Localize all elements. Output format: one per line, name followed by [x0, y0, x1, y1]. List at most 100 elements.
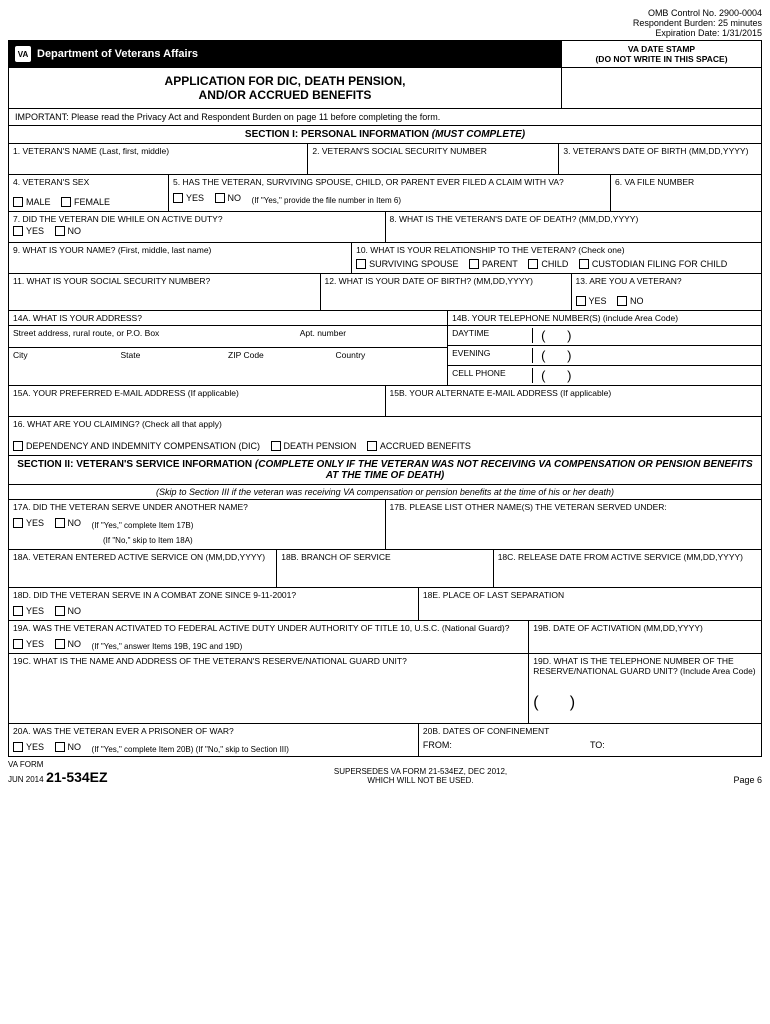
row-16: 16. WHAT ARE YOU CLAIMING? (Check all th…	[8, 417, 762, 456]
va-form-label: VA FORM	[8, 760, 43, 769]
checkbox-q17a-no[interactable]: NO	[55, 518, 82, 528]
phone-cell-input[interactable]: ( )	[532, 368, 571, 383]
row-14: 14A. WHAT IS YOUR ADDRESS? Street addres…	[8, 311, 762, 386]
checkbox-custodian[interactable]: CUSTODIAN FILING FOR CHILD	[579, 259, 727, 269]
row-11-13: 11. WHAT IS YOUR SOCIAL SECURITY NUMBER?…	[8, 274, 762, 311]
phone-evening-input[interactable]: ( )	[532, 348, 571, 363]
field-veteran-ssn[interactable]: 2. VETERAN'S SOCIAL SECURITY NUMBER	[308, 144, 559, 174]
field-die-active-duty: 7. DID THE VETERAN DIE WHILE ON ACTIVE D…	[9, 212, 386, 242]
field-claiming: 16. WHAT ARE YOU CLAIMING? (Check all th…	[9, 417, 761, 455]
phone-daytime-label: DAYTIME	[452, 328, 532, 343]
field-activation-date[interactable]: 19B. DATE OF ACTIVATION (MM,DD,YYYY)	[529, 621, 761, 653]
field-confinement[interactable]: 20B. DATES OF CONFINEMENT FROM: TO:	[419, 724, 761, 756]
checkbox-q18d-yes[interactable]: YES	[13, 606, 44, 616]
field-veteran-name[interactable]: 1. VETERAN'S NAME (Last, first, middle)	[9, 144, 308, 174]
title-row: APPLICATION FOR DIC, DEATH PENSION, AND/…	[8, 68, 762, 109]
field-pow: 20A. WAS THE VETERAN EVER A PRISONER OF …	[9, 724, 419, 756]
page-number: Page 6	[733, 775, 762, 785]
title-line2: AND/OR ACCRUED BENEFITS	[15, 88, 555, 102]
form-date: JUN 2014	[8, 775, 44, 784]
addr-apt-label: Apt. number	[300, 328, 443, 345]
field-date-of-death[interactable]: 8. WHAT IS THE VETERAN'S DATE OF DEATH? …	[386, 212, 762, 242]
q17a-yes-hint: (If "Yes," complete Item 17B)	[92, 521, 194, 530]
checkbox-parent[interactable]: PARENT	[469, 259, 518, 269]
section2-header: SECTION II: VETERAN'S SERVICE INFORMATIO…	[8, 456, 762, 485]
q5-hint: (If "Yes," provide the file number in It…	[252, 196, 401, 205]
field-prior-claim: 5. HAS THE VETERAN, SURVIVING SPOUSE, CH…	[169, 175, 611, 211]
supersedes-line2: WHICH WILL NOT BE USED.	[334, 776, 507, 785]
field-last-separation[interactable]: 18E. PLACE OF LAST SEPARATION	[419, 588, 761, 620]
row-18de: 18D. DID THE VETERAN SERVE IN A COMBAT Z…	[8, 588, 762, 621]
q19a-hint: (If "Yes," answer Items 19B, 19C and 19D…	[92, 642, 243, 651]
field-other-names[interactable]: 17B. PLEASE LIST OTHER NAME(S) THE VETER…	[386, 500, 762, 549]
field-guard-unit[interactable]: 19C. WHAT IS THE NAME AND ADDRESS OF THE…	[9, 654, 529, 723]
q20a-hint: (If "Yes," complete Item 20B) (If "No," …	[92, 745, 289, 754]
section1-must: (MUST COMPLETE)	[432, 129, 525, 140]
addr-zip-label: ZIP Code	[228, 350, 336, 367]
checkbox-q20a-no[interactable]: NO	[55, 742, 82, 752]
title-line1: APPLICATION FOR DIC, DEATH PENSION,	[15, 74, 555, 88]
addr-street-label: Street address, rural route, or P.O. Box	[13, 328, 300, 345]
omb-burden: Respondent Burden: 25 minutes	[8, 18, 762, 28]
confinement-to: TO:	[590, 740, 757, 750]
row-18abc: 18A. VETERAN ENTERED ACTIVE SERVICE ON (…	[8, 550, 762, 588]
form-footer: VA FORM JUN 2014 21-534EZ SUPERSEDES VA …	[8, 759, 762, 785]
section2-subtitle: (COMPLETE ONLY IF THE VETERAN WAS NOT RE…	[255, 459, 753, 481]
row-19cd: 19C. WHAT IS THE NAME AND ADDRESS OF THE…	[8, 654, 762, 724]
checkbox-q5-no[interactable]: NO	[215, 193, 242, 203]
field-guard-phone[interactable]: 19D. WHAT IS THE TELEPHONE NUMBER OF THE…	[529, 654, 761, 723]
dept-name: Department of Veterans Affairs	[37, 48, 198, 60]
checkbox-male[interactable]: MALE	[13, 197, 51, 207]
checkbox-q7-no[interactable]: NO	[55, 226, 82, 236]
supersedes-line1: SUPERSEDES VA FORM 21-534EZ, DEC 2012,	[334, 767, 507, 776]
field-entered-service[interactable]: 18A. VETERAN ENTERED ACTIVE SERVICE ON (…	[9, 550, 277, 587]
checkbox-q19a-no[interactable]: NO	[55, 639, 82, 649]
form-number: 21-534EZ	[46, 769, 107, 785]
omb-expiration: Expiration Date: 1/31/2015	[8, 28, 762, 38]
checkbox-female[interactable]: FEMALE	[61, 197, 110, 207]
field-your-ssn[interactable]: 11. WHAT IS YOUR SOCIAL SECURITY NUMBER?	[9, 274, 321, 310]
phone-daytime-input[interactable]: ( )	[532, 328, 571, 343]
checkbox-q19a-yes[interactable]: YES	[13, 639, 44, 649]
field-branch[interactable]: 18B. BRANCH OF SERVICE	[277, 550, 493, 587]
stamp-line2: (DO NOT WRITE IN THIS SPACE)	[565, 54, 758, 64]
field-release-date[interactable]: 18C. RELEASE DATE FROM ACTIVE SERVICE (M…	[494, 550, 761, 587]
phone-cell-label: CELL PHONE	[452, 368, 532, 383]
checkbox-q5-yes[interactable]: YES	[173, 193, 204, 203]
section2-title: SECTION II: VETERAN'S SERVICE INFORMATIO…	[17, 459, 252, 470]
checkbox-q13-no[interactable]: NO	[617, 296, 644, 306]
field-email-preferred[interactable]: 15A. YOUR PREFERRED E-MAIL ADDRESS (If a…	[9, 386, 386, 416]
field-va-file-number[interactable]: 6. VA FILE NUMBER	[611, 175, 761, 211]
field-activated: 19A. WAS THE VETERAN ACTIVATED TO FEDERA…	[9, 621, 529, 653]
field-telephone: 14B. YOUR TELEPHONE NUMBER(S) (include A…	[448, 311, 761, 385]
footer-center: SUPERSEDES VA FORM 21-534EZ, DEC 2012, W…	[334, 767, 507, 785]
field-veteran-dob[interactable]: 3. VETERAN'S DATE OF BIRTH (MM,DD,YYYY)	[559, 144, 761, 174]
row-9-10: 9. WHAT IS YOUR NAME? (First, middle, la…	[8, 243, 762, 274]
checkbox-death-pension[interactable]: DEATH PENSION	[271, 441, 357, 451]
field-are-you-veteran: 13. ARE YOU A VETERAN? YES NO	[572, 274, 762, 310]
checkbox-q7-yes[interactable]: YES	[13, 226, 44, 236]
field-your-dob[interactable]: 12. WHAT IS YOUR DATE OF BIRTH? (MM,DD,Y…	[321, 274, 572, 310]
field-email-alternate[interactable]: 15B. YOUR ALTERNATE E-MAIL ADDRESS (If a…	[386, 386, 762, 416]
checkbox-q13-yes[interactable]: YES	[576, 296, 607, 306]
date-stamp-area: VA DATE STAMP (DO NOT WRITE IN THIS SPAC…	[561, 41, 761, 67]
field-veteran-sex: 4. VETERAN'S SEX MALE FEMALE	[9, 175, 169, 211]
row-20: 20A. WAS THE VETERAN EVER A PRISONER OF …	[8, 724, 762, 757]
checkbox-child[interactable]: CHILD	[528, 259, 568, 269]
row-1-3: 1. VETERAN'S NAME (Last, first, middle) …	[8, 144, 762, 175]
checkbox-q20a-yes[interactable]: YES	[13, 742, 44, 752]
field-address: 14A. WHAT IS YOUR ADDRESS? Street addres…	[9, 311, 448, 385]
checkbox-dic[interactable]: DEPENDENCY AND INDEMNITY COMPENSATION (D…	[13, 441, 260, 451]
checkbox-q17a-yes[interactable]: YES	[13, 518, 44, 528]
row-15: 15A. YOUR PREFERRED E-MAIL ADDRESS (If a…	[8, 386, 762, 417]
checkbox-accrued[interactable]: ACCRUED BENEFITS	[367, 441, 471, 451]
field-combat-zone: 18D. DID THE VETERAN SERVE IN A COMBAT Z…	[9, 588, 419, 620]
important-notice: IMPORTANT: Please read the Privacy Act a…	[8, 109, 762, 126]
footer-left: VA FORM JUN 2014 21-534EZ	[8, 759, 108, 785]
field-your-name[interactable]: 9. WHAT IS YOUR NAME? (First, middle, la…	[9, 243, 352, 273]
checkbox-q18d-no[interactable]: NO	[55, 606, 82, 616]
field-another-name: 17A. DID THE VETERAN SERVE UNDER ANOTHER…	[9, 500, 386, 549]
header-left: VA Department of Veterans Affairs	[9, 41, 561, 67]
checkbox-spouse[interactable]: SURVIVING SPOUSE	[356, 259, 458, 269]
q17a-no-hint: (If "No," skip to Item 18A)	[13, 536, 381, 545]
